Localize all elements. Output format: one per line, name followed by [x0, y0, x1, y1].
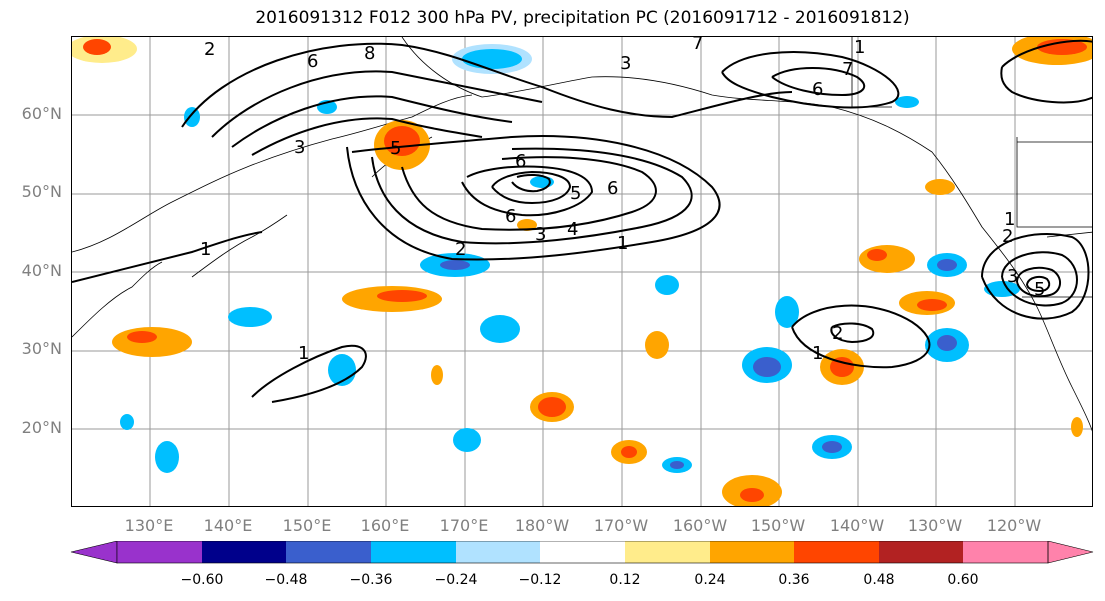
colorbar-tick-label: 0.60 [947, 572, 979, 588]
contour-label-group: 2 8 6 5 3 1 6 5 6 6 3 4 2 1 7 3 6 7 1 2 … [200, 37, 1045, 364]
lon-label: 140°E [203, 516, 253, 535]
contour-label: 2 [204, 39, 215, 60]
contour-label: 1 [617, 233, 628, 254]
contour-label: 6 [515, 151, 526, 172]
lat-label: 50°N [21, 182, 62, 201]
contour-label: 6 [607, 178, 618, 199]
lat-label: 60°N [21, 104, 62, 123]
lon-label: 160°W [672, 516, 728, 535]
lon-label: 180°W [514, 516, 570, 535]
precip-shading [72, 37, 1092, 506]
contour-label: 4 [567, 219, 578, 240]
colorbar-bin [202, 541, 286, 563]
colorbar-bin [963, 541, 1048, 563]
map-canvas: 2 8 6 5 3 1 6 5 6 6 3 4 2 1 7 3 6 7 1 2 … [72, 37, 1092, 506]
lon-label: 130°E [124, 516, 174, 535]
lon-label: 170°W [593, 516, 649, 535]
lon-label: 140°W [829, 516, 885, 535]
colorbar-tick-label: 0.36 [778, 572, 810, 588]
contour-label: 8 [364, 43, 375, 64]
colorbar-bin [710, 541, 794, 563]
contour-label: 5 [1034, 279, 1045, 300]
colorbar-bin [540, 541, 625, 563]
graticule [72, 37, 1092, 506]
contour-label: 1 [200, 239, 211, 260]
colorbar-bin [794, 541, 879, 563]
lon-label: 170°E [439, 516, 489, 535]
contour-label: 2 [832, 323, 843, 344]
lat-label: 30°N [21, 339, 62, 358]
colorbar-tick-label: −0.12 [518, 572, 562, 588]
colorbar-bin [286, 541, 371, 563]
colorbar-bin [625, 541, 710, 563]
contour-label: 3 [535, 224, 546, 245]
contour-label: 1 [1004, 209, 1015, 230]
colorbar-bin [879, 541, 963, 563]
contour-label: 5 [570, 183, 581, 204]
contour-label: 6 [812, 79, 823, 100]
colorbar-tick-label: 0.24 [694, 572, 726, 588]
contour-label: 7 [842, 59, 853, 80]
lon-label: 150°E [282, 516, 332, 535]
colorbar-bin [371, 541, 456, 563]
map-panel: 2 8 6 5 3 1 6 5 6 6 3 4 2 1 7 3 6 7 1 2 … [71, 36, 1093, 507]
colorbar-extend-high [1047, 541, 1094, 564]
colorbar-tick-label: 0.48 [863, 572, 895, 588]
colorbar-tick-label: −0.48 [264, 572, 308, 588]
colorbar-tick-label: −0.24 [434, 572, 478, 588]
contour-label: 3 [620, 53, 631, 74]
contour-label: 3 [294, 137, 305, 158]
contour-label: 6 [505, 206, 516, 227]
figure-title: 2016091312 F012 300 hPa PV, precipitatio… [255, 8, 910, 28]
colorbar-tick-label: −0.60 [180, 572, 224, 588]
lon-label: 150°W [750, 516, 806, 535]
contour-label: 6 [307, 51, 318, 72]
lon-label: 160°E [360, 516, 410, 535]
contour-label: 1 [812, 343, 823, 364]
contour-label: 2 [455, 239, 466, 260]
colorbar-tick-label: −0.36 [349, 572, 393, 588]
contour-label: 7 [692, 37, 703, 54]
contour-label: 2 [1002, 226, 1013, 247]
contour-label: 3 [1007, 266, 1018, 287]
colorbar-tick-label: 0.12 [609, 572, 641, 588]
contour-label: 1 [854, 37, 865, 58]
lat-label: 20°N [21, 418, 62, 437]
contour-label: 5 [390, 138, 401, 159]
contour-label: 1 [298, 343, 309, 364]
colorbar-bin [117, 541, 202, 563]
colorbar-bin [456, 541, 540, 563]
pv-contours [72, 39, 1092, 403]
lon-label: 120°W [986, 516, 1042, 535]
lat-label: 40°N [21, 261, 62, 280]
colorbar [70, 541, 1094, 564]
coastlines [72, 37, 1092, 432]
colorbar-extend-low [70, 541, 118, 564]
lon-label: 130°W [907, 516, 963, 535]
